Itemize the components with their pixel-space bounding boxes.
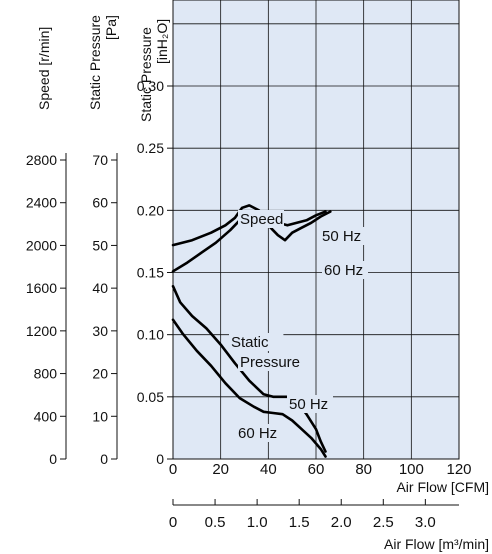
y-tick-label-speed: 2400 bbox=[26, 195, 57, 211]
x-tick-label-cfm: 0 bbox=[169, 461, 177, 478]
x-tick-label-cfm: 60 bbox=[308, 461, 325, 478]
y-tick-label-pa: 10 bbox=[92, 408, 108, 424]
plot-area bbox=[171, 0, 460, 460]
annotation-speed-60hz-bg bbox=[322, 261, 368, 279]
y-tick-label-inh2o: 0.20 bbox=[137, 202, 164, 218]
plot-frame bbox=[172, 0, 460, 460]
x-tick-label-cfm: 80 bbox=[355, 461, 372, 478]
x-tick-label-m3: 2.0 bbox=[331, 514, 352, 531]
series-line-pressure-50hz bbox=[171, 284, 327, 453]
y-tick-label-speed: 1200 bbox=[26, 323, 57, 339]
y-tick-label-inh2o: 0 bbox=[156, 451, 164, 467]
y-axes: 0 400 800 1200 1600 2000 2400 2800 0 10 20 30 40 50 60… bbox=[26, 15, 174, 467]
x-tick-label-cfm: 20 bbox=[212, 461, 229, 478]
x-tick-label-m3: 0.5 bbox=[205, 514, 226, 531]
y-tick-label-speed: 2800 bbox=[26, 152, 57, 168]
y-axis-title-inh2o: Static Pressure bbox=[138, 27, 154, 122]
y-tick-label-pa: 50 bbox=[92, 237, 108, 253]
x-tick-label-m3: 1.0 bbox=[247, 514, 268, 531]
y-tick-label-pa: 40 bbox=[92, 280, 108, 296]
annotation-pressure-bg bbox=[238, 353, 310, 371]
x-tick-label-m3: 2.5 bbox=[373, 514, 394, 531]
y-axis-title-pa-unit: [Pa] bbox=[103, 15, 119, 40]
x-tick-label-m3: 1.5 bbox=[289, 514, 310, 531]
annotation-speed-50hz: 50 Hz bbox=[322, 228, 361, 245]
x-tick-label-m3: 0 bbox=[169, 514, 177, 531]
annotation-speed-bg bbox=[238, 210, 284, 228]
y-tick-label-inh2o: 0.25 bbox=[137, 140, 164, 156]
x-tick-label-cfm: 120 bbox=[446, 461, 471, 478]
y-tick-label-pa: 0 bbox=[100, 451, 108, 467]
x-tick-label-cfm: 100 bbox=[399, 461, 424, 478]
y-tick-label-pa: 30 bbox=[92, 323, 108, 339]
y-tick-label-inh2o: 0.30 bbox=[137, 78, 164, 94]
annotation-pressure: Pressure bbox=[240, 354, 300, 371]
x-axis-title-cfm: Air Flow [CFM] bbox=[396, 479, 489, 495]
annotations: Speed 50 Hz 60 Hz Static Pressure 50 Hz 60 Hz bbox=[229, 210, 368, 442]
x-tick-label-cfm: 40 bbox=[260, 461, 277, 478]
annotation-pressure-60hz: 60 Hz bbox=[238, 425, 277, 442]
y-tick-label-inh2o: 0.10 bbox=[137, 327, 164, 343]
y-tick-label-inh2o: 0.15 bbox=[137, 265, 164, 281]
y-tick-label-pa: 60 bbox=[92, 195, 108, 211]
y-tick-label-speed: 1600 bbox=[26, 280, 57, 296]
annotation-speed: Speed bbox=[240, 211, 283, 228]
y-tick-label-speed: 400 bbox=[34, 408, 58, 424]
series-line-pressure-60hz bbox=[171, 318, 327, 458]
annotation-pressure-50hz-bg bbox=[287, 395, 333, 413]
annotation-static-bg bbox=[229, 333, 284, 351]
annotation-speed-50hz-bg bbox=[320, 227, 366, 245]
x-tick-label-m3: 3.0 bbox=[415, 514, 436, 531]
y-tick-label-inh2o: 0.05 bbox=[137, 389, 164, 405]
y-axis-title-inh2o-unit: [inH₂O] bbox=[154, 19, 170, 64]
annotation-static: Static bbox=[231, 334, 269, 351]
y-tick-label-speed: 0 bbox=[49, 451, 57, 467]
y-tick-label-speed: 800 bbox=[34, 366, 58, 382]
y-tick-label-speed: 2000 bbox=[26, 237, 57, 253]
y-tick-label-pa: 70 bbox=[92, 152, 108, 168]
y-tick-label-pa: 20 bbox=[92, 366, 108, 382]
y-axis-title-speed: Speed [r/min] bbox=[36, 27, 52, 110]
annotation-pressure-60hz-bg bbox=[236, 424, 282, 442]
annotation-speed-60hz: 60 Hz bbox=[324, 262, 363, 279]
y-axis-title-pa: Static Pressure bbox=[87, 15, 103, 110]
annotation-pressure-50hz: 50 Hz bbox=[289, 396, 328, 413]
x-axis-title-m3: Air Flow [m³/min] bbox=[384, 536, 489, 552]
